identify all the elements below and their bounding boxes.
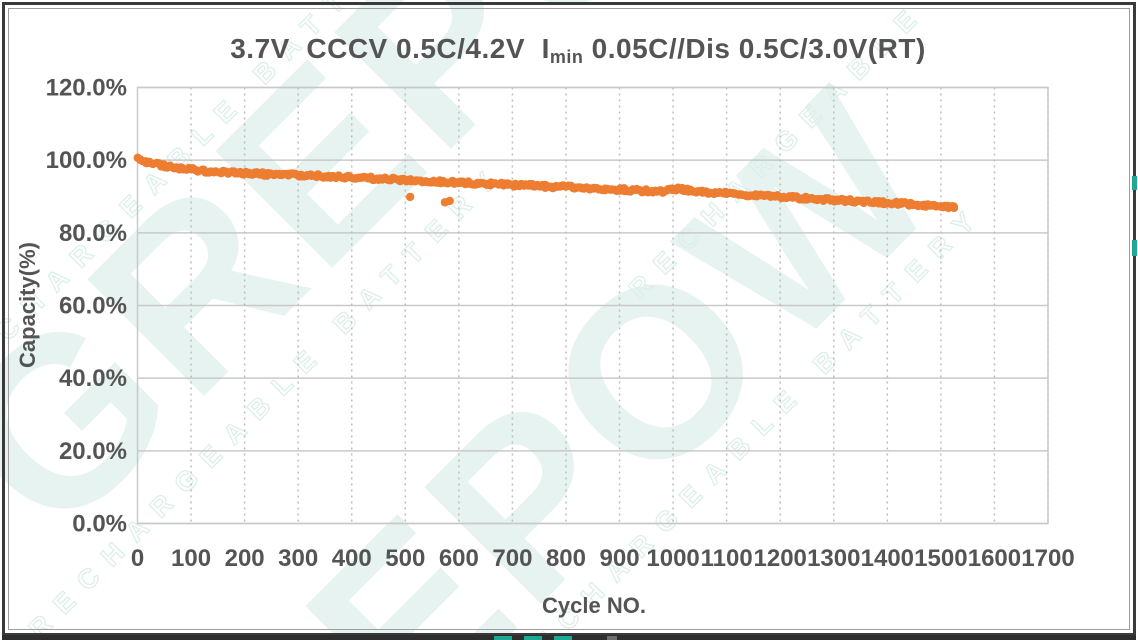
x-tick-label: 900 — [600, 545, 640, 572]
chart-title-post: 0.05C//Dis 0.5C/3.0V(RT) — [583, 33, 926, 64]
chart-title: 3.7V CCCV 0.5C/4.2V Imin 0.05C//Dis 0.5C… — [138, 33, 1018, 68]
x-tick-label: 1500 — [914, 545, 967, 572]
grid-layer — [136, 86, 1049, 525]
x-tick-label: 0 — [131, 545, 144, 572]
x-tick-label: 800 — [546, 545, 586, 572]
x-tick-label: 300 — [278, 545, 318, 572]
cropped-logo-fragment — [607, 636, 617, 640]
x-tick-label: 1700 — [1021, 545, 1074, 572]
x-tick-label: 1300 — [807, 545, 860, 572]
x-tick-label: 1000 — [646, 545, 699, 572]
x-tick-label: 200 — [225, 545, 265, 572]
x-tick-label: 400 — [332, 545, 372, 572]
cropped-logo-fragment-right — [1132, 240, 1137, 256]
y-tick-label: 40.0% — [59, 365, 127, 392]
cropped-logo-fragment-right — [1132, 176, 1137, 190]
y-tick-label: 0.0% — [72, 511, 127, 538]
chart-title-pre: 3.7V CCCV 0.5C/4.2V I — [230, 33, 550, 64]
x-tick-label: 600 — [439, 545, 479, 572]
y-tick-label: 20.0% — [59, 438, 127, 465]
y-tick-label: 100.0% — [46, 147, 127, 174]
cropped-logo-fragment — [554, 636, 572, 640]
x-tick-label: 1100 — [701, 545, 753, 572]
data-series — [133, 153, 959, 213]
x-tick-label: 1200 — [754, 545, 807, 572]
y-tick-label: 60.0% — [59, 293, 127, 320]
outlier-points — [405, 192, 454, 207]
x-tick-label: 1400 — [861, 545, 914, 572]
y-tick-label: 80.0% — [59, 220, 127, 247]
cropped-logo-fragment — [524, 636, 542, 640]
x-axis-title: Cycle NO. — [542, 593, 646, 618]
chart-title-subscript: min — [549, 47, 584, 67]
cropped-logo-fragment — [494, 636, 512, 640]
y-tick-label: 120.0% — [46, 75, 127, 102]
x-tick-label: 100 — [171, 545, 211, 572]
x-tick-label: 700 — [492, 545, 532, 572]
tick-labels: 0.0% 20.0% 40.0% 60.0% 80.0% 100.0% 120.0% 0 100… — [46, 75, 1075, 573]
y-axis-title: Capacity(%) — [15, 242, 40, 368]
x-tick-label: 500 — [385, 545, 425, 572]
x-tick-label: 1600 — [968, 545, 1021, 572]
plot-border — [136, 86, 1049, 525]
